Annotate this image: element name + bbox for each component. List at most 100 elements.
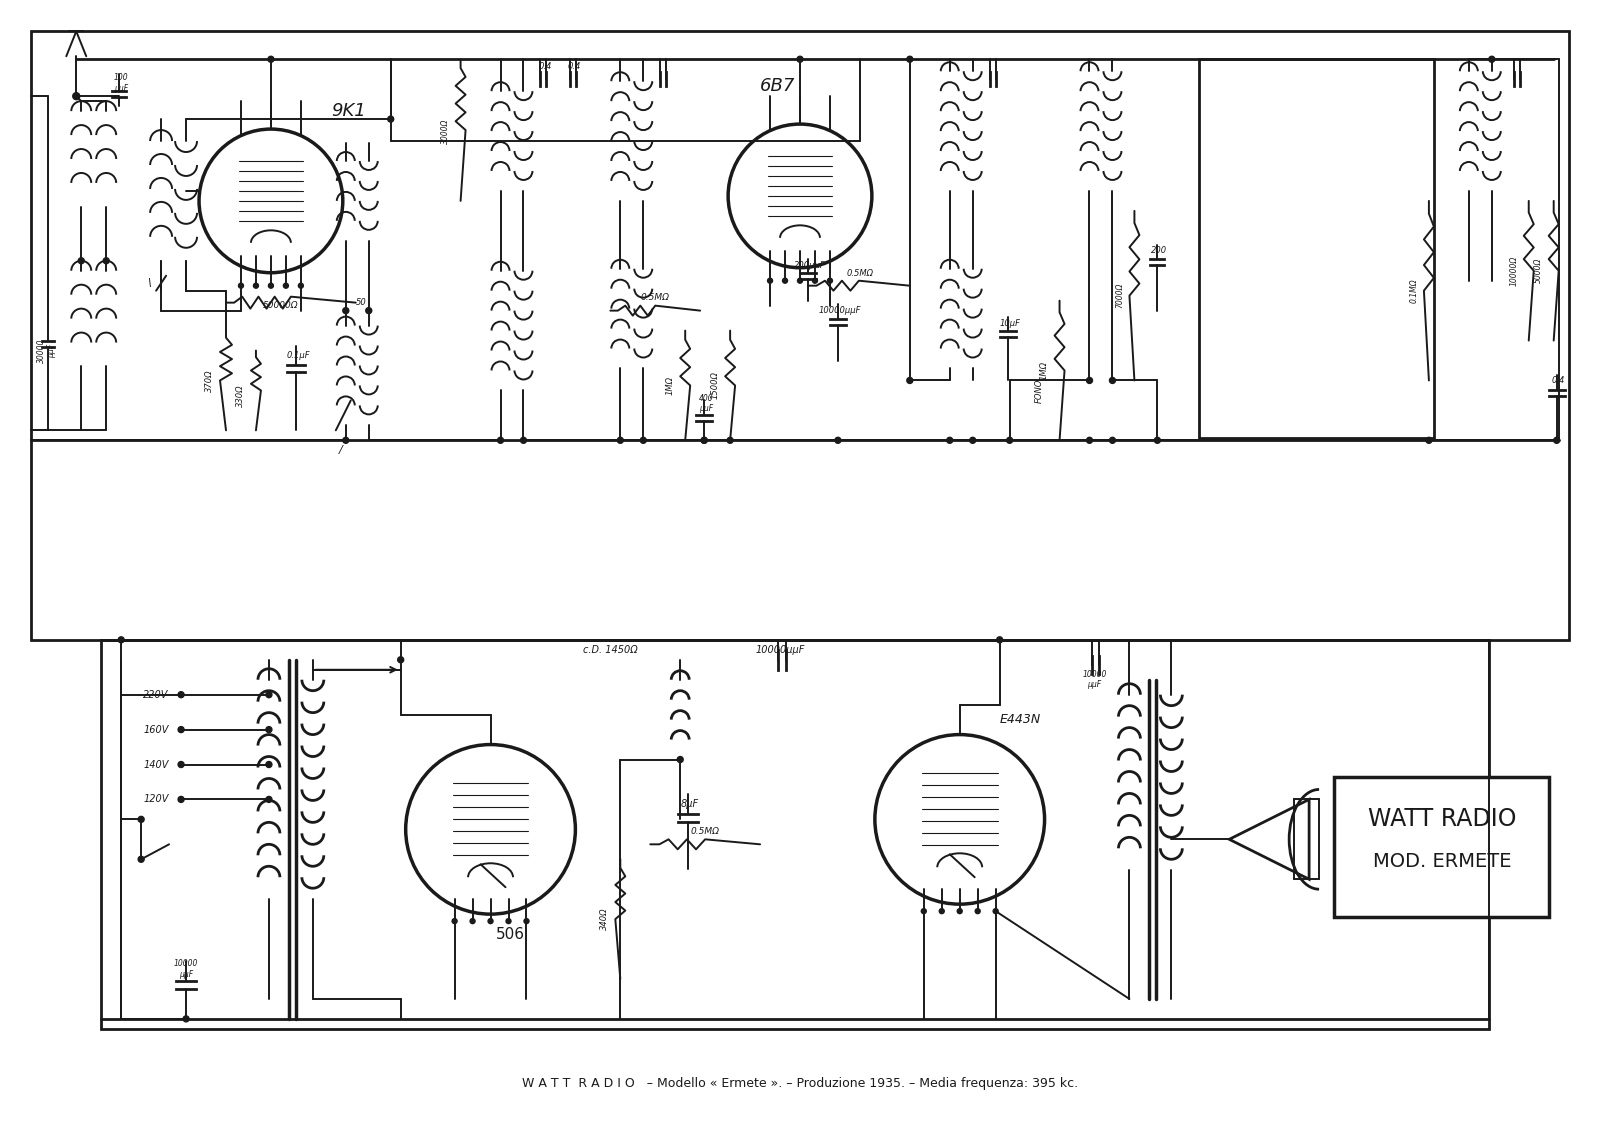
Text: 1MΩ: 1MΩ bbox=[666, 375, 675, 395]
Text: 0.5MΩ: 0.5MΩ bbox=[640, 293, 670, 302]
Circle shape bbox=[498, 438, 504, 443]
Text: 10000Ω: 10000Ω bbox=[1509, 256, 1518, 286]
Polygon shape bbox=[1229, 800, 1309, 879]
Circle shape bbox=[875, 734, 1045, 904]
Circle shape bbox=[266, 761, 272, 768]
Text: 0.5MΩ: 0.5MΩ bbox=[691, 827, 720, 836]
Text: 10000μμF: 10000μμF bbox=[755, 645, 805, 655]
Text: 340Ω: 340Ω bbox=[600, 908, 610, 931]
Circle shape bbox=[907, 57, 914, 62]
Circle shape bbox=[1154, 438, 1160, 443]
Text: 6B7: 6B7 bbox=[760, 77, 795, 95]
Circle shape bbox=[178, 761, 184, 768]
Text: 50000Ω: 50000Ω bbox=[262, 301, 299, 310]
Circle shape bbox=[269, 283, 274, 288]
Circle shape bbox=[138, 817, 144, 822]
Circle shape bbox=[726, 438, 733, 443]
Circle shape bbox=[138, 856, 144, 862]
Text: 160V: 160V bbox=[144, 725, 170, 735]
Circle shape bbox=[835, 438, 842, 443]
Circle shape bbox=[768, 278, 773, 283]
Circle shape bbox=[72, 93, 80, 100]
Text: 10000
μμF: 10000 μμF bbox=[174, 959, 198, 978]
Circle shape bbox=[701, 438, 707, 443]
Bar bbox=[1200, 59, 1434, 439]
Text: 200μμF: 200μμF bbox=[794, 261, 826, 270]
Text: 5000Ω: 5000Ω bbox=[1534, 258, 1544, 284]
Text: 220V: 220V bbox=[144, 690, 170, 700]
Bar bbox=[1294, 800, 1318, 879]
Circle shape bbox=[922, 908, 926, 914]
Circle shape bbox=[728, 124, 872, 268]
Text: 10μF: 10μF bbox=[998, 319, 1021, 328]
Circle shape bbox=[939, 908, 944, 914]
Text: 0.4: 0.4 bbox=[568, 62, 581, 71]
Text: FONO: FONO bbox=[1035, 378, 1045, 403]
Circle shape bbox=[238, 283, 243, 288]
Text: 1500Ω: 1500Ω bbox=[710, 371, 720, 399]
Text: /: / bbox=[339, 446, 342, 456]
Text: 400
μμF: 400 μμF bbox=[699, 394, 714, 413]
Text: 330Ω: 330Ω bbox=[237, 385, 245, 407]
Text: 0.5MΩ: 0.5MΩ bbox=[846, 269, 874, 278]
Text: W A T T  R A D I O   – Modello « Ermete ». – Produzione 1935. – Media frequenza:: W A T T R A D I O – Modello « Ermete ». … bbox=[522, 1077, 1078, 1090]
Circle shape bbox=[387, 116, 394, 122]
Text: 0.1μF: 0.1μF bbox=[286, 351, 310, 360]
Text: c.D. 1450Ω: c.D. 1450Ω bbox=[582, 645, 638, 655]
Circle shape bbox=[266, 692, 272, 698]
Circle shape bbox=[677, 757, 683, 762]
Circle shape bbox=[366, 308, 371, 313]
Text: 140V: 140V bbox=[144, 760, 170, 769]
Bar bbox=[101, 640, 1490, 1029]
Text: 50: 50 bbox=[355, 299, 366, 308]
Circle shape bbox=[1086, 438, 1093, 443]
Circle shape bbox=[342, 438, 349, 443]
Circle shape bbox=[178, 692, 184, 698]
Circle shape bbox=[506, 918, 510, 924]
Text: WATT RADIO: WATT RADIO bbox=[1368, 808, 1517, 831]
Text: 3000Ω: 3000Ω bbox=[442, 119, 450, 144]
Text: 0.4: 0.4 bbox=[1552, 375, 1565, 385]
Circle shape bbox=[406, 744, 576, 914]
Text: 200: 200 bbox=[1152, 247, 1168, 256]
Circle shape bbox=[1006, 438, 1013, 443]
Text: 8μF: 8μF bbox=[682, 800, 699, 810]
Bar bbox=[32, 32, 1568, 640]
Circle shape bbox=[266, 726, 272, 733]
Circle shape bbox=[523, 918, 530, 924]
Circle shape bbox=[974, 908, 981, 914]
Circle shape bbox=[957, 908, 962, 914]
Circle shape bbox=[178, 796, 184, 802]
Circle shape bbox=[797, 57, 803, 62]
Circle shape bbox=[813, 278, 818, 283]
Text: 506: 506 bbox=[496, 926, 525, 942]
Circle shape bbox=[178, 726, 184, 733]
Circle shape bbox=[994, 908, 998, 914]
Circle shape bbox=[970, 438, 976, 443]
Circle shape bbox=[118, 637, 125, 642]
Text: 370Ω: 370Ω bbox=[205, 369, 213, 391]
Text: 10000
μμF: 10000 μμF bbox=[1082, 670, 1107, 690]
Circle shape bbox=[470, 918, 475, 924]
Circle shape bbox=[947, 438, 952, 443]
Text: 0.4: 0.4 bbox=[539, 62, 552, 71]
Circle shape bbox=[78, 258, 85, 264]
Text: 7000Ω: 7000Ω bbox=[1115, 283, 1123, 309]
Text: 100
μμF: 100 μμF bbox=[114, 74, 128, 93]
Text: 9K1: 9K1 bbox=[331, 102, 365, 120]
Circle shape bbox=[640, 438, 646, 443]
Circle shape bbox=[782, 278, 787, 283]
Bar bbox=[1334, 777, 1549, 917]
Circle shape bbox=[253, 283, 259, 288]
Circle shape bbox=[104, 258, 109, 264]
Circle shape bbox=[1490, 57, 1494, 62]
Circle shape bbox=[1086, 378, 1093, 383]
Circle shape bbox=[1426, 438, 1432, 443]
Text: 120V: 120V bbox=[144, 794, 170, 804]
Circle shape bbox=[488, 918, 493, 924]
Circle shape bbox=[283, 283, 288, 288]
Circle shape bbox=[298, 283, 304, 288]
Circle shape bbox=[267, 57, 274, 62]
Circle shape bbox=[398, 657, 403, 663]
Circle shape bbox=[520, 438, 526, 443]
